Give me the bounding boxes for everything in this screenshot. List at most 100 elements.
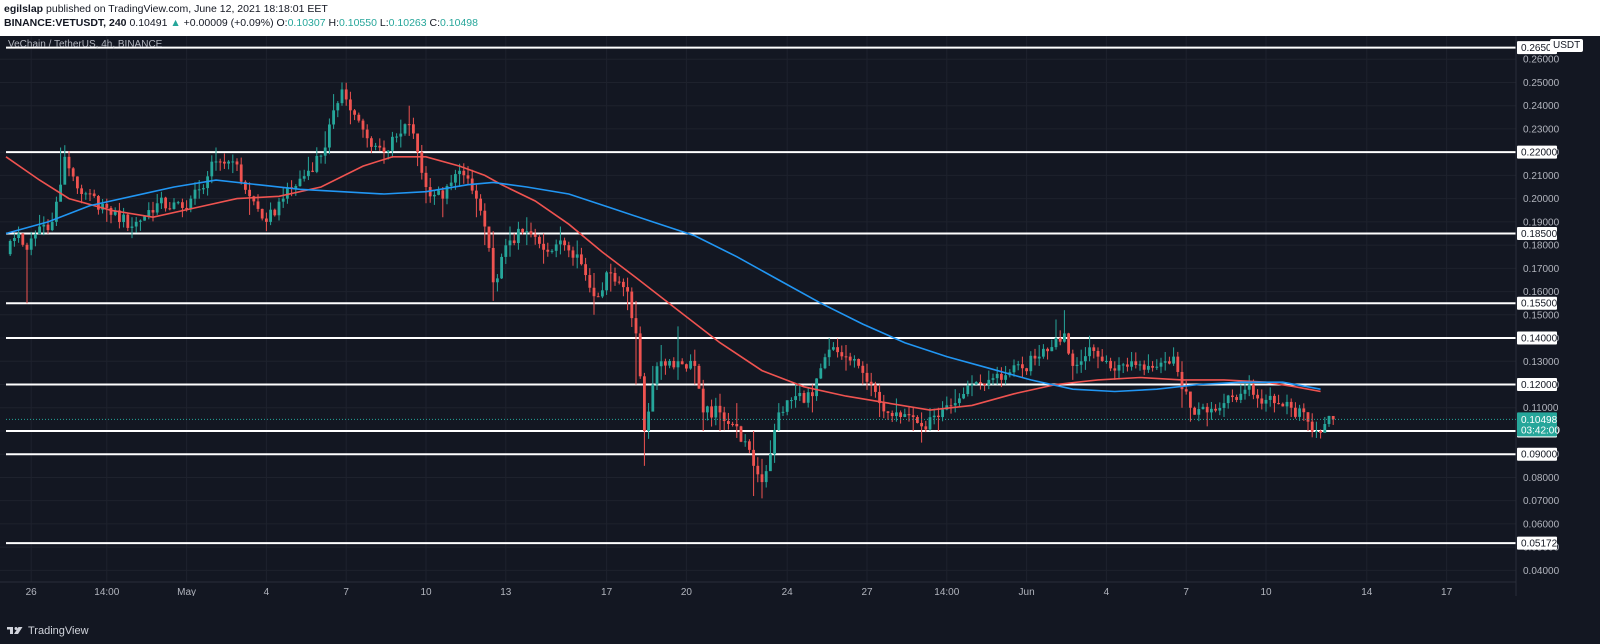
candle-body (1310, 421, 1314, 432)
candle-body (777, 412, 781, 430)
candle-body (932, 415, 936, 418)
x-tick-label: 27 (861, 587, 873, 596)
candle-body (1294, 407, 1297, 417)
candle-body (340, 89, 344, 104)
candle-body (454, 174, 457, 183)
candle-body (836, 347, 839, 353)
candle-body (311, 170, 314, 172)
candle-body (147, 210, 151, 217)
candle-body (504, 245, 508, 257)
candle-body (869, 381, 873, 385)
grid-lines (0, 36, 1516, 582)
candle-body (1012, 365, 1016, 373)
level-tag-bg (1517, 145, 1557, 159)
candle-body (655, 366, 659, 385)
candle-body (449, 182, 453, 186)
candle-body (781, 411, 785, 413)
chart-area[interactable]: 0.040000.050000.060000.070000.080000.090… (0, 36, 1600, 596)
candle-body (118, 210, 121, 223)
candle-body (832, 347, 835, 350)
candle-body (651, 384, 655, 412)
time-axis[interactable]: 26 14:00 May 4 7 10 13 17 20 24 27 14:00 Jun 4 7 10 14 17 (0, 581, 1516, 596)
current-price-tag-bg (1517, 412, 1557, 437)
candle-body (916, 417, 919, 423)
candle-body (113, 210, 117, 215)
candle-body (857, 359, 860, 366)
candle-body (265, 218, 268, 222)
publisher-name[interactable]: egilslap (4, 3, 44, 15)
candle-body (202, 188, 205, 190)
candle-body (370, 138, 373, 147)
candle-body (508, 240, 512, 246)
candle-body (286, 187, 289, 199)
candle-body (210, 161, 214, 177)
candle-body (416, 133, 419, 153)
candle-body (966, 385, 970, 394)
candle-body (735, 423, 739, 427)
candle-body (630, 291, 634, 319)
price-axis[interactable]: 0.040000.050000.060000.070000.080000.090… (1515, 36, 1600, 596)
candle-body (1029, 355, 1033, 372)
candle-body (273, 209, 277, 216)
candle-body (949, 405, 953, 407)
candle-body (592, 287, 596, 297)
candle-body (680, 361, 684, 365)
candle-body (479, 198, 482, 211)
candle-body (1121, 364, 1125, 366)
candle-body (659, 361, 663, 367)
candle-body (697, 365, 701, 389)
candle-body (239, 164, 243, 182)
candle-body (727, 421, 730, 424)
candle-body (391, 136, 394, 151)
candle-body (1172, 356, 1175, 364)
candle-body (1201, 406, 1205, 410)
candle-body (538, 236, 541, 244)
candle-body (1214, 408, 1217, 411)
candle-body (895, 412, 898, 417)
candle-body (567, 245, 571, 251)
currency-label[interactable]: USDT (1550, 39, 1584, 52)
candle-body (13, 238, 16, 241)
candle-body (185, 207, 188, 210)
candle-body (55, 201, 58, 222)
candle-body (1264, 399, 1268, 404)
candle-body (365, 129, 369, 139)
level-tag-bg (1517, 331, 1557, 345)
candle-body (575, 254, 579, 258)
candle-body (601, 290, 604, 297)
candle-body (294, 186, 298, 189)
candle-body (445, 185, 449, 199)
level-tag-label: 0.12000 (1521, 380, 1558, 391)
candle-body (794, 396, 797, 401)
x-tick-label: 14:00 (934, 587, 959, 596)
candle-body (1315, 430, 1318, 432)
y-tick-label: 0.08000 (1523, 473, 1560, 484)
candle-body (559, 240, 562, 245)
candle-body (1289, 401, 1293, 408)
y-tick-label: 0.13000 (1523, 357, 1560, 368)
candle-body (412, 124, 415, 134)
candle-body (983, 383, 986, 385)
y-tick-label: 0.06000 (1523, 519, 1560, 530)
candle-body (861, 365, 865, 373)
candle-body (752, 449, 755, 466)
open-value: 0.10307 (287, 17, 326, 29)
candle-body (953, 403, 957, 406)
candle-body (714, 405, 718, 418)
candle-body (701, 388, 705, 413)
candle-body (50, 221, 54, 231)
candle-body (706, 406, 709, 413)
candle-body (403, 124, 407, 134)
price-axis-bg (1516, 36, 1600, 596)
candle-body (1079, 361, 1083, 365)
x-tick-label: 26 (26, 587, 38, 596)
candlestick-chart[interactable]: 0.040000.050000.060000.070000.080000.090… (0, 36, 1600, 596)
candle-body (819, 368, 823, 379)
candle-body (1189, 391, 1192, 408)
candle-body (1168, 361, 1171, 364)
candle-body (256, 201, 260, 209)
candle-body (189, 198, 193, 210)
candle-body (1184, 389, 1188, 392)
candle-body (1306, 412, 1310, 422)
candle-body (160, 197, 163, 204)
